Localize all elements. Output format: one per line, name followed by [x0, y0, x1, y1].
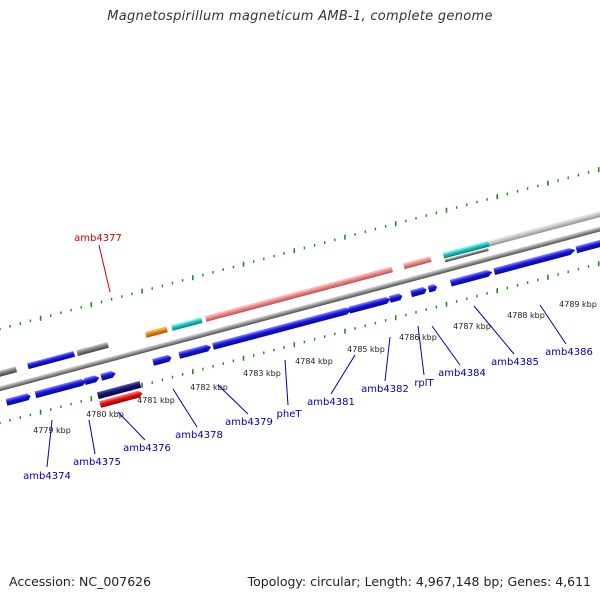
leader-line — [330, 354, 356, 395]
leader-line — [172, 388, 198, 428]
gene-block[interactable] — [27, 350, 76, 370]
gene-block[interactable] — [152, 354, 172, 366]
gene-block[interactable] — [100, 370, 116, 381]
map-title: Magnetospirillum magneticum AMB-1, compl… — [107, 9, 493, 24]
ruler-label: 4780 kbp — [86, 410, 124, 419]
gene-label[interactable]: rplT — [414, 378, 434, 389]
gene-block[interactable] — [444, 247, 489, 263]
gene-label[interactable]: amb4376 — [123, 443, 171, 454]
ruler-label: 4779 kbp — [33, 426, 71, 435]
gene-block[interactable] — [493, 247, 576, 275]
gene-block[interactable] — [403, 256, 432, 270]
leader-line — [431, 325, 461, 366]
ruler-label: 4781 kbp — [137, 396, 175, 405]
gene-block[interactable] — [96, 381, 142, 400]
ruler-label: 4788 kbp — [507, 311, 545, 320]
gene-block[interactable] — [348, 296, 391, 314]
gene-block[interactable] — [575, 230, 600, 254]
gene-label[interactable]: amb4382 — [361, 384, 409, 395]
leader-line — [473, 305, 515, 355]
ruler-ticks — [0, 167, 600, 425]
ruler-label: 4789 kbp — [559, 300, 597, 309]
gene-block[interactable] — [204, 266, 393, 322]
gene-block[interactable] — [144, 326, 168, 338]
ruler-label: 4784 kbp — [295, 357, 333, 366]
ruler-label: 4786 kbp — [399, 333, 437, 342]
gene-label[interactable]: pheT — [277, 409, 303, 420]
gene-block[interactable] — [442, 240, 490, 259]
genome-summary-text: Topology: circular; Length: 4,967,148 bp… — [247, 574, 591, 589]
ruler-label: 4782 kbp — [190, 383, 228, 392]
leader-line — [117, 411, 146, 441]
gene-block[interactable] — [488, 203, 600, 247]
gene-block[interactable] — [212, 306, 353, 350]
leader-line — [539, 304, 567, 345]
gene-label[interactable]: amb4384 — [438, 368, 486, 379]
gene-block[interactable] — [410, 286, 427, 298]
gene-block[interactable] — [83, 374, 100, 385]
accession-text: Accession: NC_007626 — [9, 574, 152, 589]
gene-block[interactable] — [388, 293, 403, 303]
gene-label[interactable]: amb4386 — [545, 347, 593, 358]
leader-line — [98, 244, 111, 293]
ruler-label: 4785 kbp — [347, 345, 385, 354]
gene-label[interactable]: amb4379 — [225, 417, 273, 428]
gene-block[interactable] — [0, 366, 18, 377]
gene-block[interactable] — [427, 283, 438, 293]
gene-block[interactable] — [449, 269, 493, 287]
gene-block[interactable] — [34, 378, 88, 399]
leader-line — [417, 325, 425, 376]
genome-backbone — [0, 177, 600, 440]
ruler-label: 4787 kbp — [453, 322, 491, 331]
gene-block[interactable] — [5, 393, 32, 406]
gene-block[interactable] — [171, 317, 203, 331]
ruler-label: 4783 kbp — [243, 369, 281, 378]
leader-line — [46, 419, 53, 468]
gene-label[interactable]: amb4378 — [175, 430, 223, 441]
gene-block[interactable] — [99, 390, 143, 408]
leader-line — [217, 384, 249, 415]
gene-label[interactable]: amb4374 — [23, 471, 71, 482]
gene-label[interactable]: amb4385 — [491, 357, 539, 368]
gene-label[interactable]: amb4381 — [307, 397, 355, 408]
gene-block[interactable] — [178, 344, 212, 359]
gene-block[interactable] — [76, 341, 109, 356]
gene-label[interactable]: amb4375 — [73, 457, 121, 468]
leader-line — [284, 359, 289, 406]
leader-line — [88, 419, 96, 455]
leader-line — [384, 336, 391, 382]
gene-label[interactable]: amb4377 — [74, 233, 122, 244]
